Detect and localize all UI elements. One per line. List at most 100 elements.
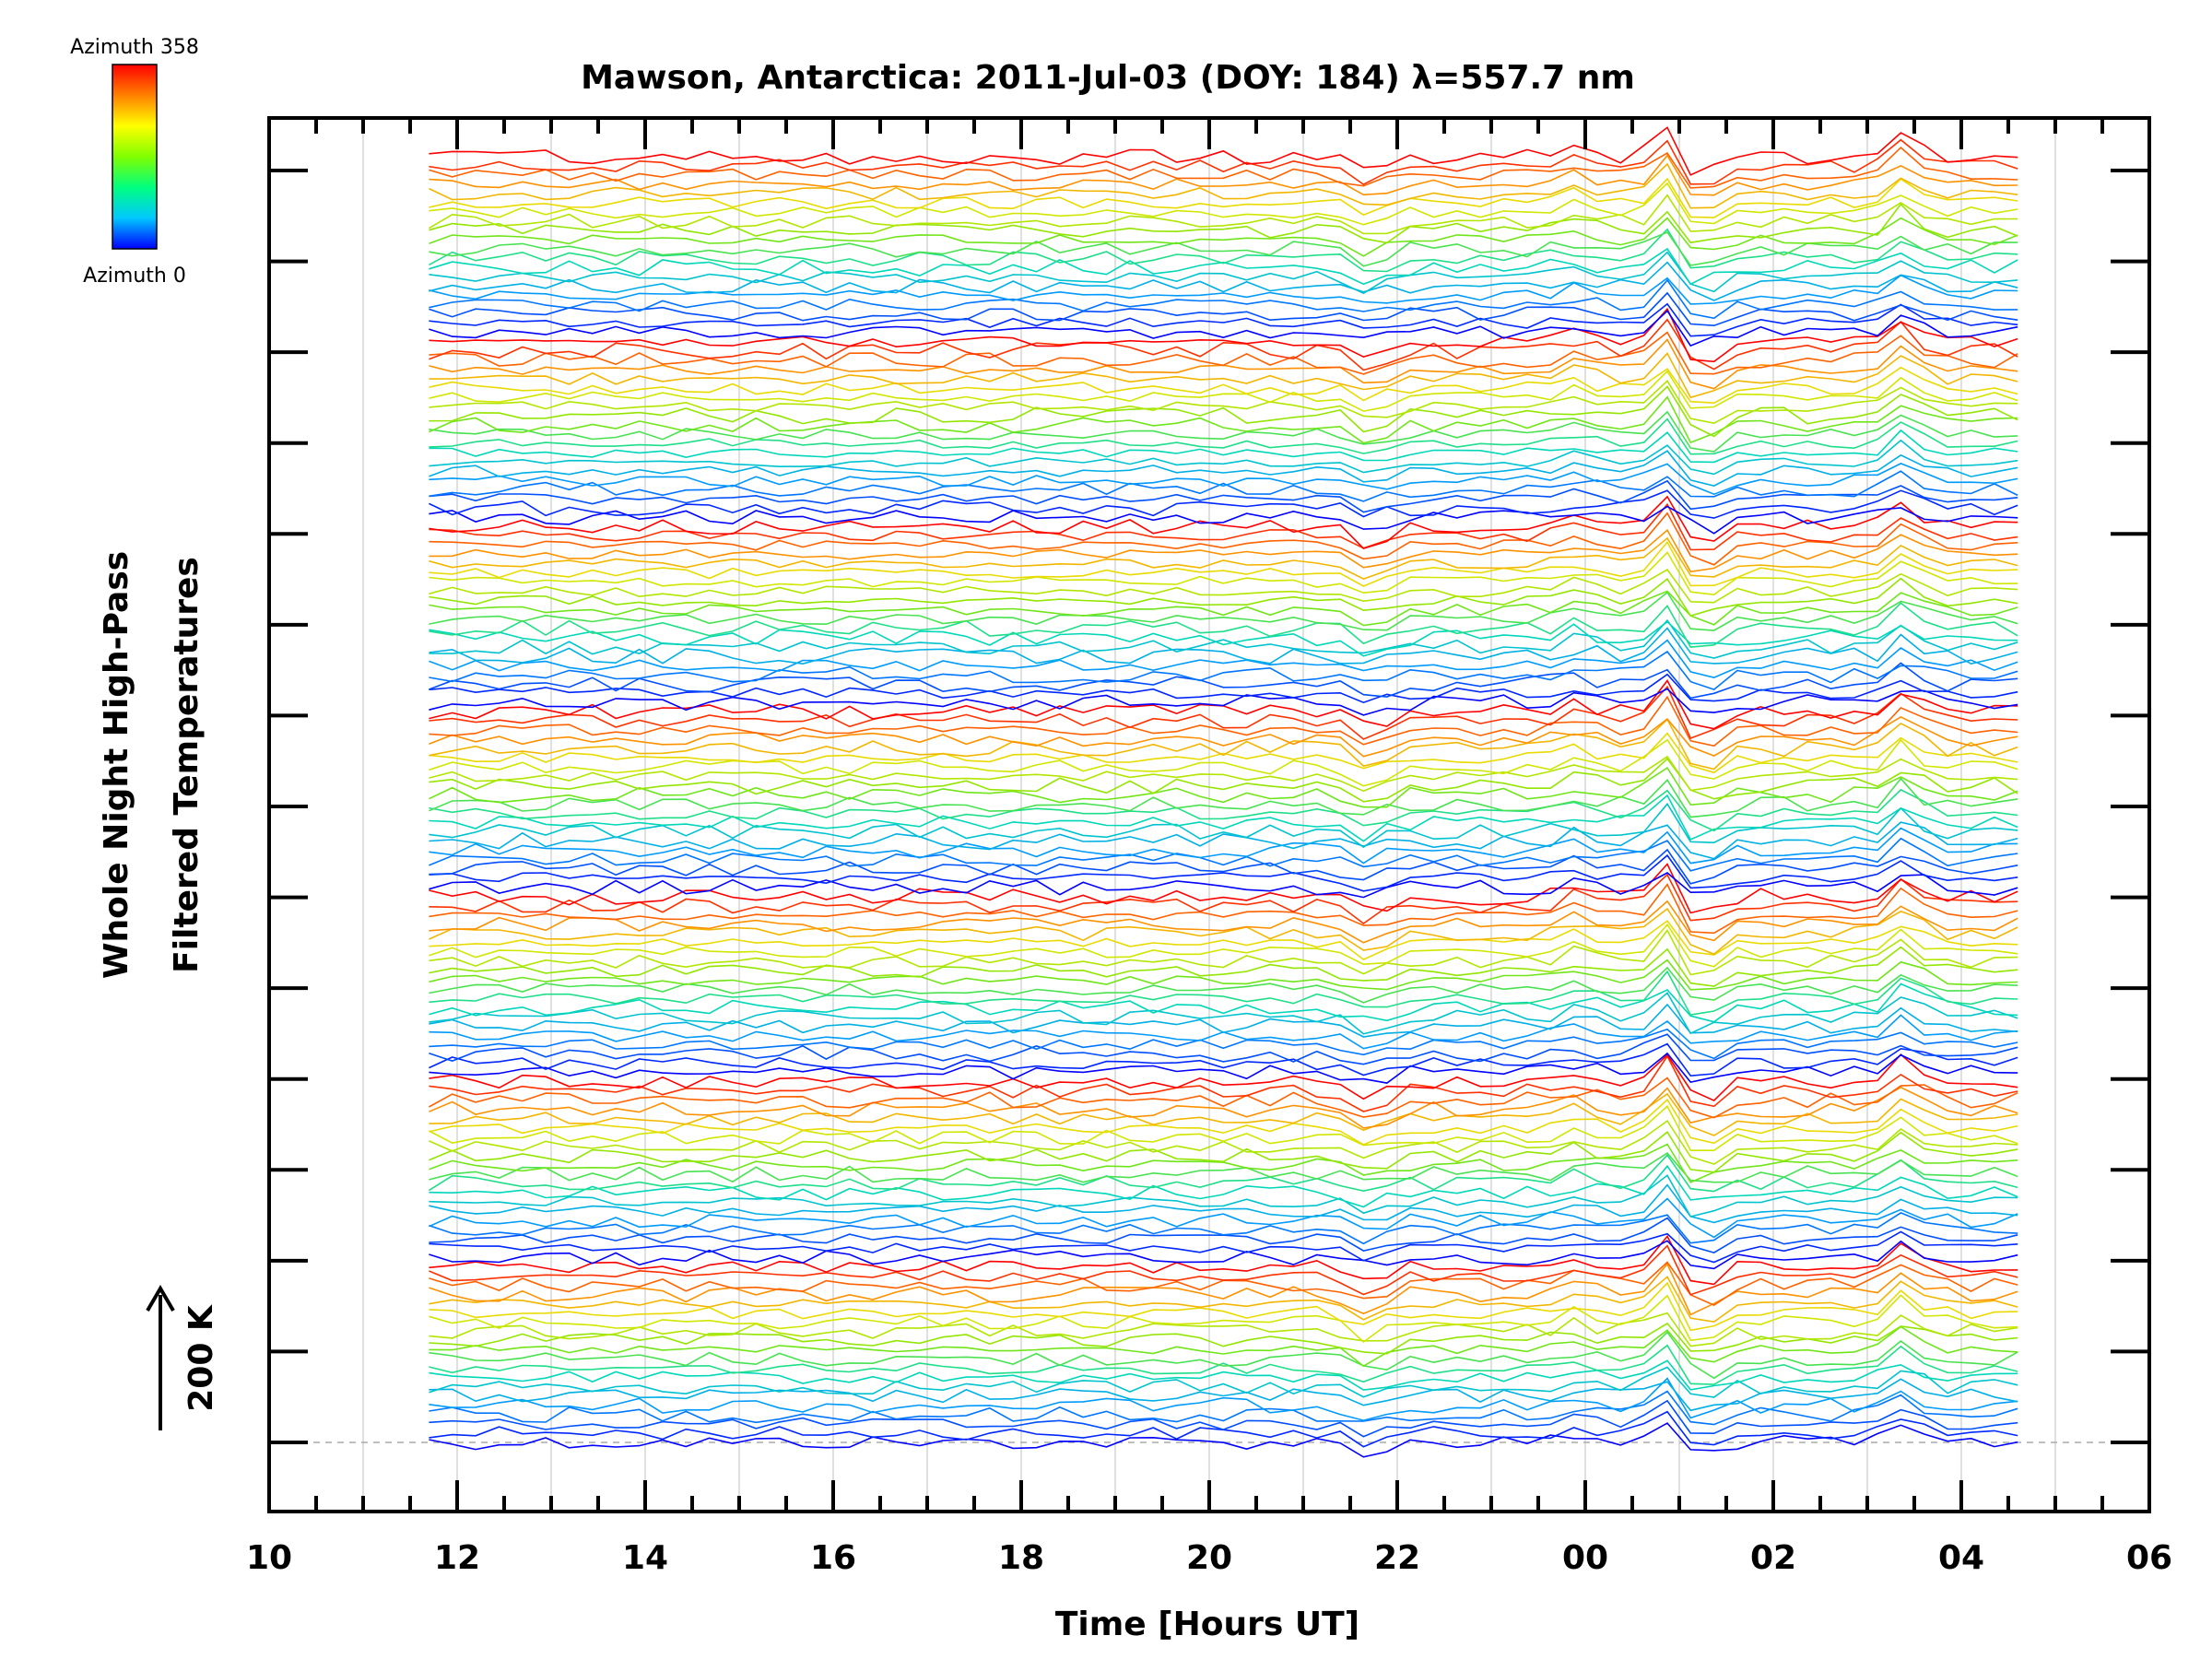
trace-line — [429, 463, 2018, 496]
x-tick-label: 00 — [1562, 1539, 1608, 1577]
trace-line — [429, 620, 2018, 657]
trace-line — [429, 685, 2018, 740]
trace-line — [429, 602, 2018, 648]
trace-line — [429, 540, 2018, 587]
trace-line — [429, 738, 2018, 787]
trace-line — [429, 1325, 2018, 1368]
trace-line — [429, 551, 2018, 596]
trace-line — [429, 863, 2018, 914]
trace-line — [429, 1281, 2018, 1332]
trace-line — [429, 1131, 2018, 1173]
trace-line — [429, 1378, 2018, 1412]
trace-line — [429, 247, 2018, 286]
trace-line — [429, 1366, 2018, 1398]
trace-line — [429, 688, 2018, 716]
colorbar-gradient — [112, 64, 158, 250]
trace-line — [429, 715, 2018, 758]
trace-lines — [428, 126, 2018, 1458]
trace-line — [429, 923, 2018, 968]
trace-line — [429, 1098, 2018, 1146]
trace-line — [429, 1174, 2018, 1218]
trace-line — [429, 1244, 2018, 1296]
trace-line — [429, 853, 2018, 892]
trace-line — [429, 992, 2018, 1035]
trace-line — [429, 154, 2018, 196]
trace-line — [429, 627, 2018, 665]
trace-line — [429, 1399, 2018, 1438]
trace-line — [429, 1263, 2018, 1316]
trace-line — [429, 512, 2018, 566]
trace-line — [429, 126, 2018, 176]
trace-line — [429, 966, 2018, 1004]
trace-line — [429, 907, 2018, 956]
trace-line — [429, 569, 2018, 604]
trace-line — [429, 470, 2018, 502]
trace-line — [429, 1028, 2018, 1060]
trace-line — [429, 827, 2018, 865]
trace-line — [429, 439, 2018, 476]
trace-line — [429, 418, 2018, 455]
x-tick-label: 14 — [622, 1539, 668, 1577]
trace-line — [429, 429, 2018, 464]
trace-line — [429, 618, 2018, 659]
trace-line — [429, 1240, 2018, 1270]
trace-line — [429, 590, 2018, 627]
trace-line — [429, 182, 2018, 226]
trace-line — [429, 318, 2018, 371]
trace-line — [429, 505, 2018, 535]
trace-line — [429, 959, 2018, 991]
trace-line — [429, 695, 2018, 747]
trace-line — [429, 982, 2018, 1023]
trace-line — [429, 591, 2018, 631]
scale-arrow — [146, 1285, 175, 1430]
axes: 10 12 14 16 18 20 22 00 02 04 06 — [246, 116, 2172, 1577]
trace-line — [429, 251, 2018, 295]
trace-line — [429, 1234, 2018, 1286]
trace-line — [429, 147, 2018, 189]
trace-line — [429, 380, 2018, 425]
trace-line — [429, 837, 2018, 872]
trace-line — [429, 310, 2018, 347]
trace-line — [429, 231, 2018, 267]
trace-line — [429, 673, 2018, 704]
x-tick-label: 02 — [1750, 1539, 1796, 1577]
trace-line — [429, 929, 2018, 976]
trace-line — [429, 261, 2018, 301]
trace-line — [429, 848, 2018, 885]
trace-line — [429, 650, 2018, 690]
trace-line — [429, 370, 2018, 412]
trace-line — [429, 1152, 2018, 1183]
trace-line — [429, 1294, 2018, 1344]
trace-line — [429, 1276, 2018, 1324]
trace-line — [429, 577, 2018, 618]
chart-title: Mawson, Antarctica: 2011-Jul-03 (DOY: 18… — [581, 59, 1635, 97]
trace-line — [429, 162, 2018, 209]
trace-line — [429, 331, 2018, 375]
trace-line — [429, 177, 2018, 218]
colorbar-top-label: Azimuth 358 — [70, 36, 199, 59]
trace-line — [429, 1377, 2018, 1421]
trace-line — [429, 528, 2018, 573]
trace-line — [429, 1092, 2018, 1136]
trace-line — [429, 732, 2018, 774]
trace-line — [429, 821, 2018, 860]
trace-line — [429, 489, 2018, 519]
trace-line — [429, 217, 2018, 257]
trace-line — [429, 1054, 2018, 1112]
trace-line — [429, 302, 2018, 337]
trace-line — [429, 395, 2018, 444]
trace-line — [429, 777, 2018, 818]
trace-line — [429, 1164, 2018, 1208]
trace-line — [429, 495, 2018, 550]
trace-line — [429, 718, 2018, 771]
trace-line — [428, 194, 2018, 235]
x-axis-label: Time [Hours UT] — [1055, 1606, 1359, 1643]
trace-line — [429, 502, 2018, 551]
trace-line — [429, 873, 2018, 924]
trace-line — [429, 1359, 2018, 1391]
y-axis-label-line2: Filtered Temperatures — [168, 557, 206, 973]
trace-line — [429, 1212, 2018, 1245]
y-axis-label-line1: Whole Night High-Pass — [98, 551, 135, 979]
trace-line — [429, 1042, 2018, 1077]
